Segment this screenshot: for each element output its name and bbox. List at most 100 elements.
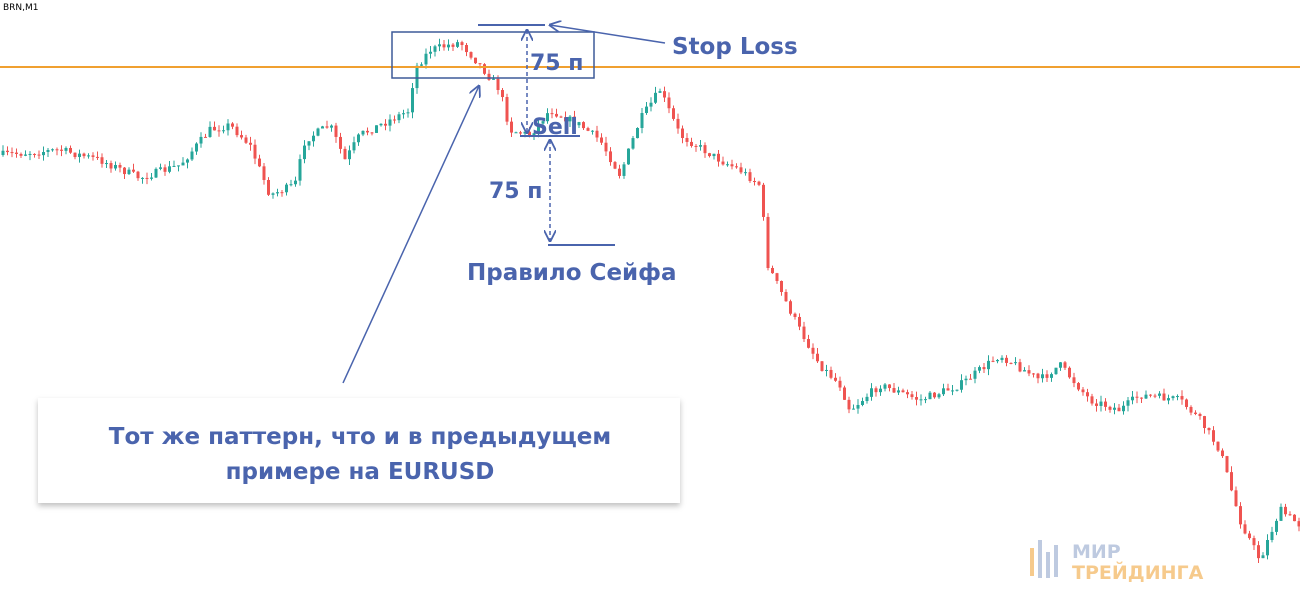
candle-part — [1225, 456, 1229, 473]
candle-part — [366, 130, 369, 133]
candle-part — [330, 125, 333, 128]
candle-part — [789, 301, 792, 314]
candle-part — [339, 136, 342, 149]
candle-part — [838, 380, 842, 388]
candle-part — [1279, 506, 1283, 521]
candle-part — [780, 280, 783, 293]
candle-part — [712, 153, 716, 157]
candle-part — [1018, 362, 1022, 372]
candle-part — [978, 367, 981, 371]
candle-part — [1171, 396, 1175, 399]
candle-part — [987, 360, 990, 370]
candle-part — [586, 128, 590, 131]
candle-part — [1198, 413, 1202, 417]
candle-part — [1149, 394, 1152, 396]
candle-part — [924, 399, 927, 401]
candle-part — [1005, 357, 1008, 363]
candle-part — [100, 157, 104, 164]
candle-part — [69, 147, 72, 153]
candle-part — [294, 180, 297, 185]
candle-part — [775, 273, 779, 281]
candle-part — [150, 177, 153, 179]
candle-part — [249, 142, 252, 145]
candle-part — [258, 158, 261, 167]
candle-part — [465, 45, 468, 53]
candle-part — [321, 126, 324, 129]
candle-part — [1090, 396, 1094, 404]
candle-part — [10, 152, 14, 154]
candle-part — [276, 192, 279, 194]
candle-part — [730, 164, 734, 167]
candle-part — [550, 113, 554, 115]
candle-part — [609, 151, 612, 163]
candle-part — [429, 51, 432, 54]
candle-part — [726, 164, 729, 166]
distance-label: 75 п — [489, 179, 542, 204]
candle-part — [852, 408, 855, 410]
sell-label: Sell — [532, 115, 578, 140]
candle-part — [627, 148, 630, 165]
candle-part — [546, 113, 549, 122]
candle-part — [901, 390, 905, 393]
candle-part — [222, 130, 225, 132]
candle-part — [1167, 398, 1170, 401]
candle-part — [1122, 405, 1125, 412]
candle-part — [253, 144, 257, 159]
candle-part — [690, 141, 693, 146]
candle-part — [1297, 521, 1300, 527]
candle-part — [1081, 389, 1085, 393]
candle-part — [447, 44, 450, 48]
candle-part — [933, 392, 936, 398]
candle-part — [393, 119, 396, 121]
candle-part — [555, 113, 558, 117]
candle-part — [1131, 396, 1134, 401]
candle-part — [1068, 367, 1071, 378]
candle-part — [195, 143, 198, 152]
candle-part — [807, 339, 810, 348]
candle-part — [1185, 399, 1188, 407]
candle-part — [501, 89, 504, 98]
distance-label: 75 п — [530, 51, 583, 76]
candle-part — [757, 181, 761, 185]
candle-part — [136, 171, 140, 179]
callout-box — [38, 398, 680, 503]
candle-part — [631, 138, 635, 149]
candle-part — [514, 132, 518, 134]
candle-part — [208, 126, 212, 137]
candle-part — [1212, 430, 1215, 442]
candle-part — [703, 145, 707, 154]
candle-part — [672, 108, 675, 119]
candle-part — [1, 150, 5, 155]
stop-loss-pointer — [550, 25, 666, 44]
candle-part — [1000, 357, 1004, 360]
candle-part — [1014, 362, 1017, 364]
candle-part — [744, 172, 747, 174]
candle-part — [829, 369, 833, 378]
candle-part — [231, 123, 234, 127]
candle-part — [105, 163, 108, 165]
candle-part — [298, 159, 302, 181]
pattern-box — [391, 31, 595, 79]
candle-part — [397, 114, 401, 121]
candle-part — [46, 149, 50, 152]
candle-part — [303, 145, 306, 160]
candle-part — [969, 378, 972, 380]
candle-part — [856, 404, 860, 409]
candle-part — [1032, 373, 1035, 375]
candle-part — [204, 136, 207, 138]
candle-part — [865, 396, 869, 402]
candle-part — [591, 130, 594, 132]
candle-part — [622, 164, 626, 176]
candle-part — [1189, 406, 1193, 413]
candle-part — [271, 193, 275, 195]
candle-part — [1239, 506, 1242, 525]
candle-part — [168, 166, 171, 172]
candle-part — [1041, 374, 1044, 379]
stop-loss-label: Stop Loss — [672, 34, 798, 60]
candle-part — [1261, 555, 1265, 559]
candle-part — [1009, 362, 1013, 364]
candle-part — [505, 97, 509, 122]
candle-part — [1234, 490, 1238, 507]
candle-part — [1162, 393, 1166, 401]
candle-part — [384, 123, 387, 126]
